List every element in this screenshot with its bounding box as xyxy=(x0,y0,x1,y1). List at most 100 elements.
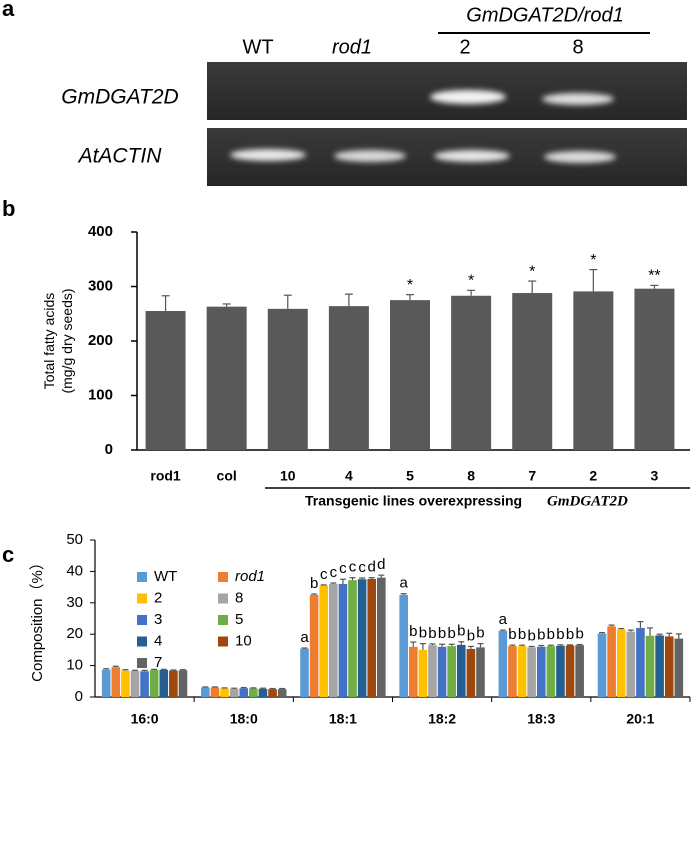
bar xyxy=(565,645,575,697)
legend-label: 3 xyxy=(154,611,162,628)
bar xyxy=(220,688,229,697)
significance: * xyxy=(590,252,596,269)
legend-label: rod1 xyxy=(235,568,265,585)
legend-swatch xyxy=(137,615,147,625)
bar xyxy=(229,688,239,697)
y-axis-title: Composition（%） xyxy=(29,555,46,682)
bar xyxy=(575,645,584,697)
bar xyxy=(476,647,485,697)
legend-label: 5 xyxy=(235,611,243,628)
band xyxy=(544,151,616,163)
bar xyxy=(309,594,319,697)
bar xyxy=(249,688,258,697)
bar xyxy=(508,646,517,697)
significance-letter: b xyxy=(508,626,516,643)
bar xyxy=(546,646,556,697)
significance-letter: b xyxy=(527,627,535,644)
significance-letter: b xyxy=(467,627,475,644)
bar xyxy=(328,306,369,450)
band xyxy=(230,149,306,161)
legend-swatch xyxy=(137,593,147,604)
legend-label: 8 xyxy=(235,589,243,606)
x-tick-label: col xyxy=(217,468,237,484)
lane-label: WT xyxy=(242,36,273,58)
significance-letter: a xyxy=(400,575,409,592)
significance-letter: b xyxy=(428,625,436,642)
significance-letter: a xyxy=(300,629,309,646)
legend-swatch xyxy=(218,636,228,647)
bar xyxy=(655,635,664,697)
bar xyxy=(527,647,536,697)
group-label-gene: GmDGAT2D xyxy=(547,493,628,509)
x-tick-label: 18:2 xyxy=(428,711,456,727)
bar xyxy=(573,291,614,450)
significance-letter: d xyxy=(377,556,385,573)
bar xyxy=(258,688,268,697)
y-tick-label: 10 xyxy=(66,657,83,674)
significance-letter: b xyxy=(419,625,427,642)
legend-swatch xyxy=(218,572,228,582)
band xyxy=(542,93,614,105)
significance: ** xyxy=(648,268,660,285)
bar xyxy=(408,646,418,697)
legend-label: 2 xyxy=(154,589,162,606)
bar xyxy=(447,646,456,697)
bar xyxy=(597,633,607,697)
gel-bands xyxy=(230,90,616,163)
bar xyxy=(636,627,645,697)
bar xyxy=(517,646,527,697)
legend-swatch xyxy=(137,636,147,647)
row-label: AtACTIN xyxy=(77,145,163,168)
y-axis-title: Total fatty acids (mg/g dry seeds) xyxy=(41,288,75,393)
bar xyxy=(149,669,159,697)
bar xyxy=(329,583,338,697)
bar xyxy=(451,295,492,450)
bar xyxy=(466,648,476,697)
bar xyxy=(512,293,553,450)
y-tick-label: 30 xyxy=(66,594,83,611)
bar xyxy=(626,631,636,697)
panel-label: b xyxy=(2,196,15,221)
y-tick-label: 20 xyxy=(66,625,83,642)
significance-letter: b xyxy=(476,625,484,642)
row-label: GmDGAT2D xyxy=(61,86,178,109)
bar xyxy=(111,667,121,697)
lane-label: rod1 xyxy=(332,36,372,58)
significance-letter: b xyxy=(566,626,574,643)
significance-letter: b xyxy=(438,625,446,642)
significance-letter: b xyxy=(448,625,456,642)
bar xyxy=(268,689,277,697)
x-tick-label: 4 xyxy=(345,468,353,484)
band xyxy=(434,150,510,162)
significance: * xyxy=(407,277,413,294)
bar xyxy=(348,580,357,697)
bar xyxy=(607,626,616,697)
significance-letter: c xyxy=(339,560,347,577)
bar xyxy=(645,635,655,697)
bar xyxy=(357,579,367,697)
significance-letter: b xyxy=(575,626,583,643)
lane-label: 8 xyxy=(572,36,583,58)
x-tick-label: 2 xyxy=(589,468,597,484)
x-tick-label: 8 xyxy=(467,468,475,484)
legend-swatch xyxy=(137,658,147,668)
legend-label: 10 xyxy=(235,632,252,649)
significance-letter: b xyxy=(556,626,564,643)
legend-label: 7 xyxy=(154,654,162,671)
bar xyxy=(206,306,247,450)
x-tick-label: rod1 xyxy=(150,468,181,484)
y-tick-label: 0 xyxy=(105,441,113,458)
y-tick-label: 400 xyxy=(88,223,113,240)
bar xyxy=(145,311,186,450)
group-label: Transgenic lines overexpressing xyxy=(305,493,522,509)
significance-letter: b xyxy=(409,623,417,640)
bar xyxy=(634,288,675,450)
y-axis-title-line: Total fatty acids xyxy=(41,293,57,390)
y-tick-label: 300 xyxy=(88,277,113,294)
bar xyxy=(130,670,140,697)
x-tick-label: 18:0 xyxy=(230,711,258,727)
y-tick-label: 100 xyxy=(88,386,113,403)
significance-letter: b xyxy=(310,575,318,592)
